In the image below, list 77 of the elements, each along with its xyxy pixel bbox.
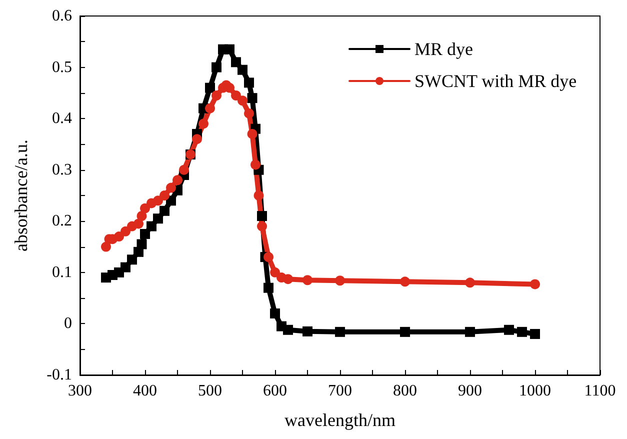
point	[205, 82, 215, 93]
x-tick-label: 800	[393, 382, 417, 400]
point	[140, 228, 150, 239]
point	[238, 96, 248, 106]
point	[212, 62, 222, 72]
x-tick-label: 1100	[584, 382, 616, 400]
x-tick-label: 600	[263, 382, 287, 400]
point	[302, 326, 312, 336]
point	[127, 254, 137, 265]
point	[257, 221, 267, 232]
point	[205, 103, 215, 114]
point	[160, 206, 170, 216]
point	[504, 324, 514, 335]
point	[136, 211, 147, 222]
point	[465, 326, 475, 337]
point	[335, 326, 345, 337]
point	[166, 182, 176, 193]
x-tick-label: 500	[198, 382, 222, 400]
point	[247, 93, 258, 104]
point	[244, 108, 254, 118]
y-axis-title: absorbance/a.u.	[11, 140, 31, 252]
point	[160, 190, 170, 200]
point	[136, 239, 147, 250]
y-tick-label: 0.6	[52, 8, 72, 24]
point	[244, 78, 254, 88]
point	[247, 128, 258, 139]
point	[120, 262, 130, 272]
point	[212, 90, 222, 100]
point	[224, 82, 234, 93]
point	[140, 203, 150, 214]
point	[101, 242, 111, 252]
y-tick-label: 0.4	[52, 110, 72, 128]
point	[146, 221, 156, 232]
x-tick-label: 400	[133, 382, 157, 400]
point	[264, 282, 274, 293]
point	[530, 328, 540, 339]
point	[172, 175, 182, 186]
point	[465, 278, 475, 288]
point	[179, 164, 189, 175]
point	[231, 57, 241, 68]
y-tick-label: 0.1	[52, 264, 72, 281]
point	[517, 326, 527, 337]
point	[238, 64, 248, 75]
point	[198, 118, 208, 129]
point	[400, 326, 410, 337]
point	[257, 211, 267, 222]
legend-label: MR dye	[414, 39, 474, 59]
point	[335, 276, 345, 286]
x-tick-label: 700	[328, 382, 352, 400]
y-tick-label: -0.1	[46, 366, 72, 384]
point	[231, 90, 241, 100]
point	[153, 214, 163, 224]
point	[270, 267, 280, 278]
point	[250, 160, 260, 170]
point	[224, 44, 234, 54]
x-tick-label: 900	[458, 382, 482, 400]
point	[283, 324, 293, 335]
point	[302, 275, 312, 286]
point	[120, 226, 130, 236]
point	[400, 276, 410, 287]
point	[114, 232, 124, 242]
x-axis-title: wavelength/nm	[284, 410, 396, 430]
y-tick-label: 0.5	[52, 58, 72, 76]
point	[134, 218, 144, 229]
point	[153, 196, 163, 206]
legend-label: SWCNT with MR dye	[414, 71, 577, 91]
point	[530, 279, 540, 290]
y-tick-label: 0.2	[52, 212, 72, 230]
x-tick-label: 300	[68, 382, 92, 400]
y-tick-label: 0.3	[52, 161, 72, 178]
x-tick-label: 1000	[519, 382, 551, 400]
y-tick-label: 0	[64, 315, 72, 332]
point	[254, 190, 264, 200]
point	[264, 252, 274, 262]
point	[283, 274, 293, 284]
point	[192, 134, 202, 144]
point	[270, 308, 280, 318]
